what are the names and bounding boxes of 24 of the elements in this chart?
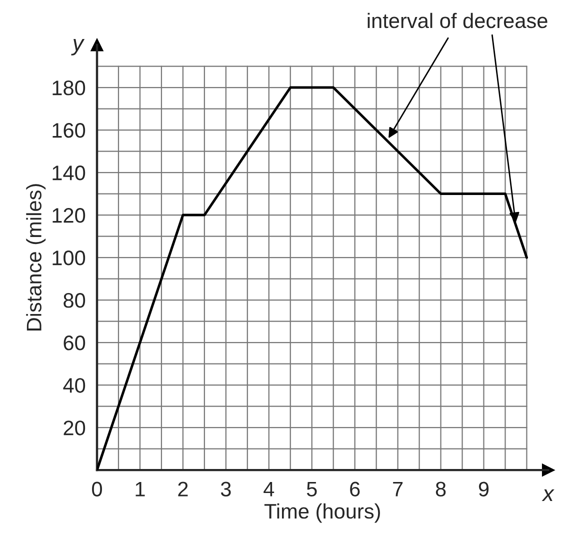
x-tick-label: 5: [306, 482, 317, 496]
x-tick-label: 0: [92, 482, 102, 496]
text: y: [71, 39, 85, 56]
x-tick-label: 8: [436, 482, 446, 496]
x-tick-label: 4: [264, 482, 274, 496]
y-tick-label: 120: [52, 208, 86, 223]
y-tick-label: 180: [52, 80, 86, 96]
x-tick-label: 7: [393, 482, 403, 496]
y-tick-label: 100: [52, 250, 86, 266]
x-tick-label: 1: [136, 482, 145, 496]
x-axis-title: Time (hours): [264, 503, 380, 523]
y-tick-label: 20: [64, 420, 86, 436]
text: x: [542, 489, 554, 502]
x-tick-label: 6: [350, 482, 360, 496]
y-tick-label: 60: [64, 336, 86, 350]
y-tick-label: 160: [52, 123, 86, 138]
x-tick-label: 3: [220, 482, 231, 496]
y-tick-label: 40: [63, 378, 86, 393]
y-tick-label: 80: [64, 293, 86, 308]
y-axis-title: Distance (miles): [26, 184, 46, 330]
y-tick-label: 140: [52, 166, 86, 180]
annotation: interval of decrease: [368, 12, 548, 28]
x-tick-label: 2: [178, 482, 188, 496]
x-tick-label: 9: [478, 482, 489, 496]
